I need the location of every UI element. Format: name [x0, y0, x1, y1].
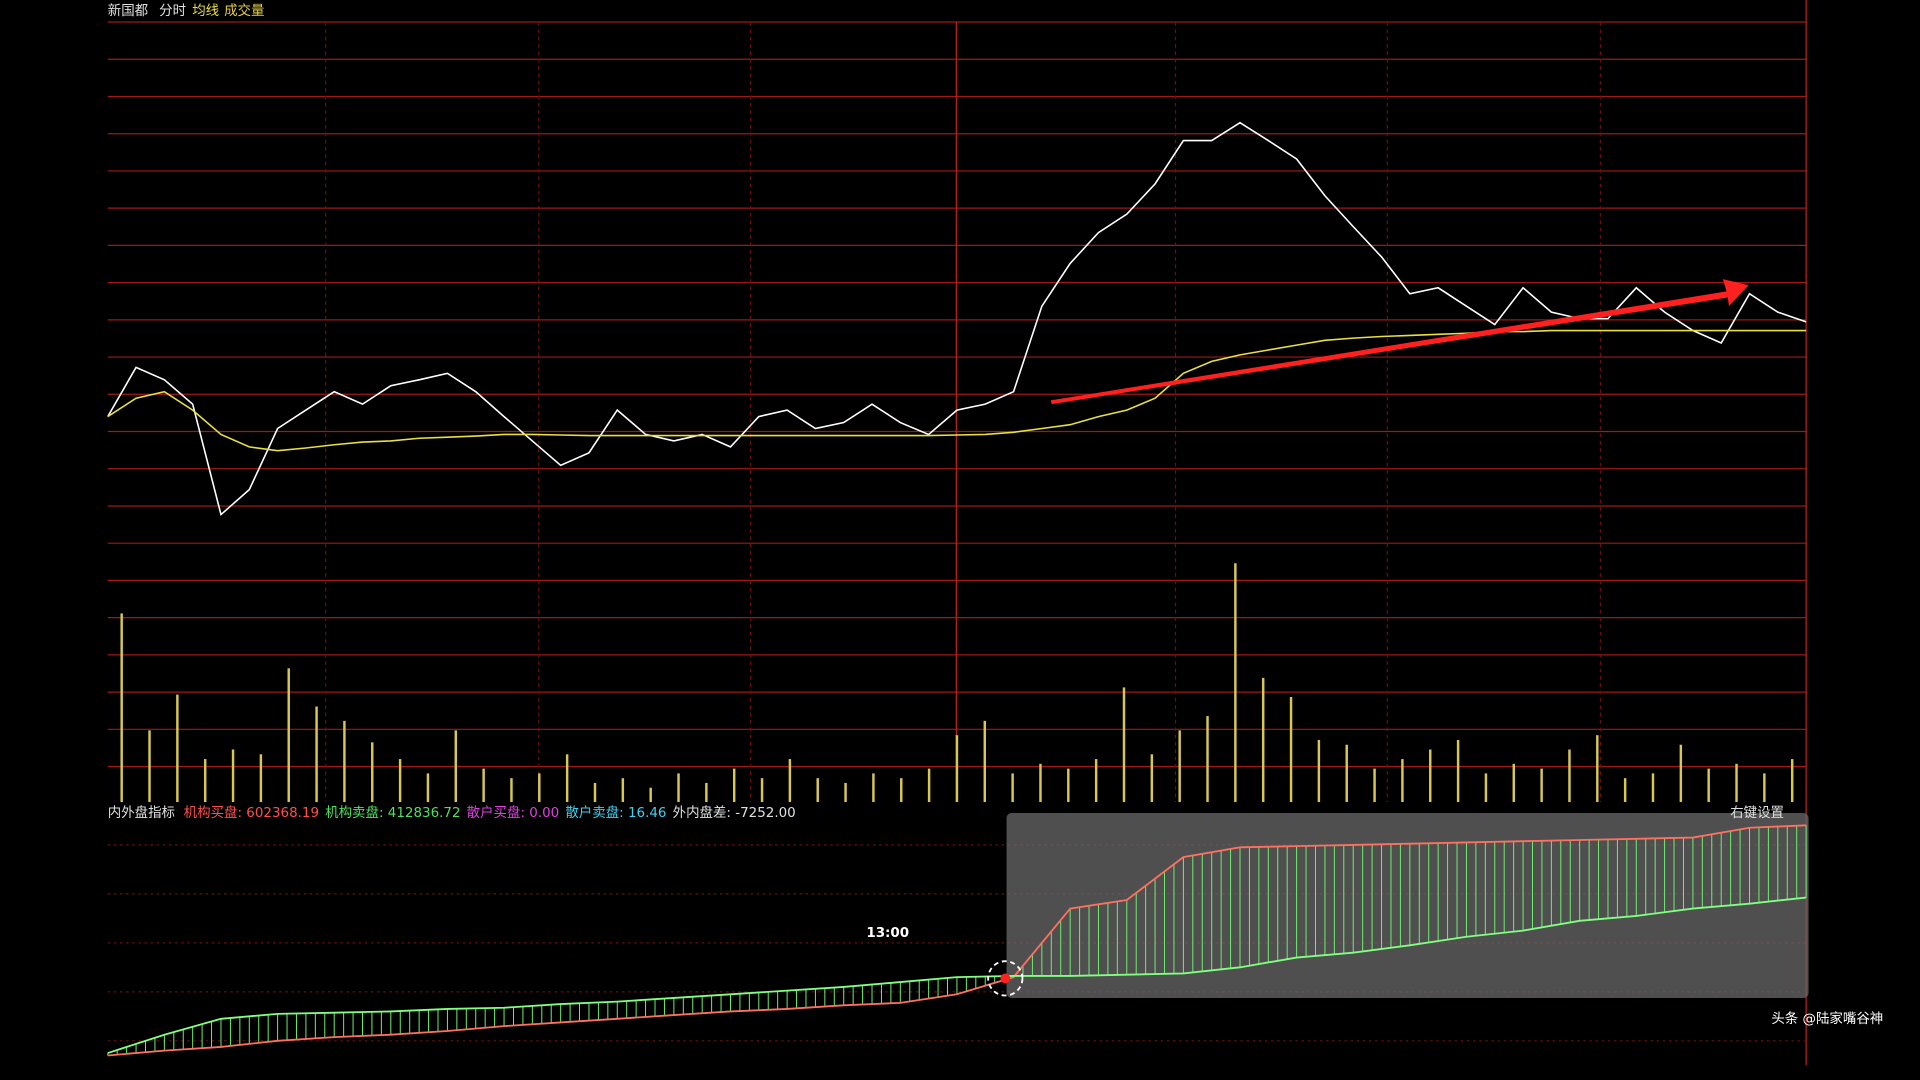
- indicator-readout: 散户买盘: 0.00: [467, 804, 560, 821]
- volume-bar: [1735, 763, 1738, 803]
- volume-bar: [1707, 768, 1710, 803]
- volume-bar: [1289, 696, 1293, 803]
- volume-bar: [1345, 744, 1348, 803]
- volume-bar: [1790, 759, 1794, 803]
- volume-bar: [1206, 716, 1209, 803]
- volume-bar: [955, 735, 959, 803]
- series-line: [107, 896, 1807, 1054]
- volume-bar: [1568, 749, 1571, 803]
- volume-bar: [1512, 763, 1516, 803]
- highlight-dot: [1000, 973, 1011, 984]
- volume-bar: [593, 782, 597, 803]
- volume-bar: [1178, 730, 1181, 803]
- volume-bar: [1623, 778, 1627, 803]
- volume-bar: [315, 706, 318, 803]
- volume-bar: [1150, 754, 1154, 803]
- volume-bar: [983, 720, 987, 803]
- volume-bar: [1679, 744, 1683, 803]
- volume-bar: [1596, 735, 1599, 803]
- volume-bar: [203, 759, 207, 803]
- volume-bar: [732, 768, 736, 803]
- indicator-title: 内外盘指标: [108, 804, 175, 821]
- watermark: 头条 @陆家嘴谷神: [1771, 1010, 1883, 1027]
- volume-bar: [398, 759, 402, 803]
- volume-bar: [1456, 739, 1460, 803]
- series-line: [107, 824, 1807, 1057]
- series-line: [107, 121, 1807, 517]
- volume-bar: [176, 694, 179, 803]
- indicator-readout: 外内盘差: -7252.00: [673, 804, 796, 821]
- volume-bar: [538, 773, 541, 803]
- volume-bar: [371, 742, 374, 803]
- volume-bar: [343, 720, 346, 803]
- trend-arrow: [1050, 279, 1749, 405]
- volume-bar: [259, 754, 263, 803]
- settings-label[interactable]: 右键设置: [1730, 805, 1784, 821]
- volume-bar: [1429, 749, 1432, 803]
- volume-title: 成交量: [224, 2, 264, 19]
- volume-bar: [816, 778, 819, 803]
- volume-bar: [649, 787, 652, 803]
- volume-bar: [426, 773, 430, 803]
- legend-avg: 均线: [192, 3, 219, 19]
- volume-bar: [1122, 687, 1126, 803]
- highlight-circle: [987, 960, 1024, 997]
- volume-bar: [231, 749, 235, 803]
- stock-name: 新国都: [108, 3, 148, 19]
- volume-bar: [1484, 773, 1488, 803]
- volume-bar: [1373, 768, 1376, 803]
- indicator-readout: 散户卖盘: 16.46: [565, 804, 666, 821]
- mode-tab[interactable]: 分时: [159, 3, 186, 19]
- indicator-readout: 机构买盘: 602368.19: [184, 804, 319, 821]
- volume-bar: [677, 773, 680, 803]
- volume-bar: [844, 782, 847, 803]
- volume-bar: [1011, 773, 1014, 803]
- volume-bar: [510, 778, 513, 803]
- volume-bar: [1401, 759, 1404, 803]
- volume-bar: [1067, 768, 1070, 803]
- volume-bar: [287, 668, 290, 803]
- time-annotation: 13:00: [866, 926, 909, 941]
- volume-bar: [760, 778, 764, 803]
- volume-bar: [148, 730, 151, 803]
- volume-bar: [788, 759, 792, 803]
- volume-bar: [872, 773, 875, 803]
- volume-bar: [1763, 773, 1766, 803]
- volume-bar: [1234, 563, 1237, 803]
- volume-bar: [1317, 739, 1321, 803]
- volume-bar: [705, 782, 708, 803]
- volume-bar: [482, 768, 485, 803]
- volume-bar: [454, 730, 458, 803]
- volume-bar: [621, 778, 625, 803]
- volume-bar: [1039, 763, 1042, 803]
- indicator-readout: 机构卖盘: 412836.72: [325, 804, 460, 821]
- volume-bar: [900, 778, 903, 803]
- volume-bar: [120, 613, 123, 803]
- volume-bar: [1651, 773, 1655, 803]
- volume-bar: [1094, 759, 1098, 803]
- volume-bar: [927, 768, 931, 803]
- volume-bar: [1261, 677, 1265, 803]
- volume-bar: [565, 754, 569, 803]
- volume-bar: [1540, 768, 1543, 803]
- series-line: [107, 329, 1807, 452]
